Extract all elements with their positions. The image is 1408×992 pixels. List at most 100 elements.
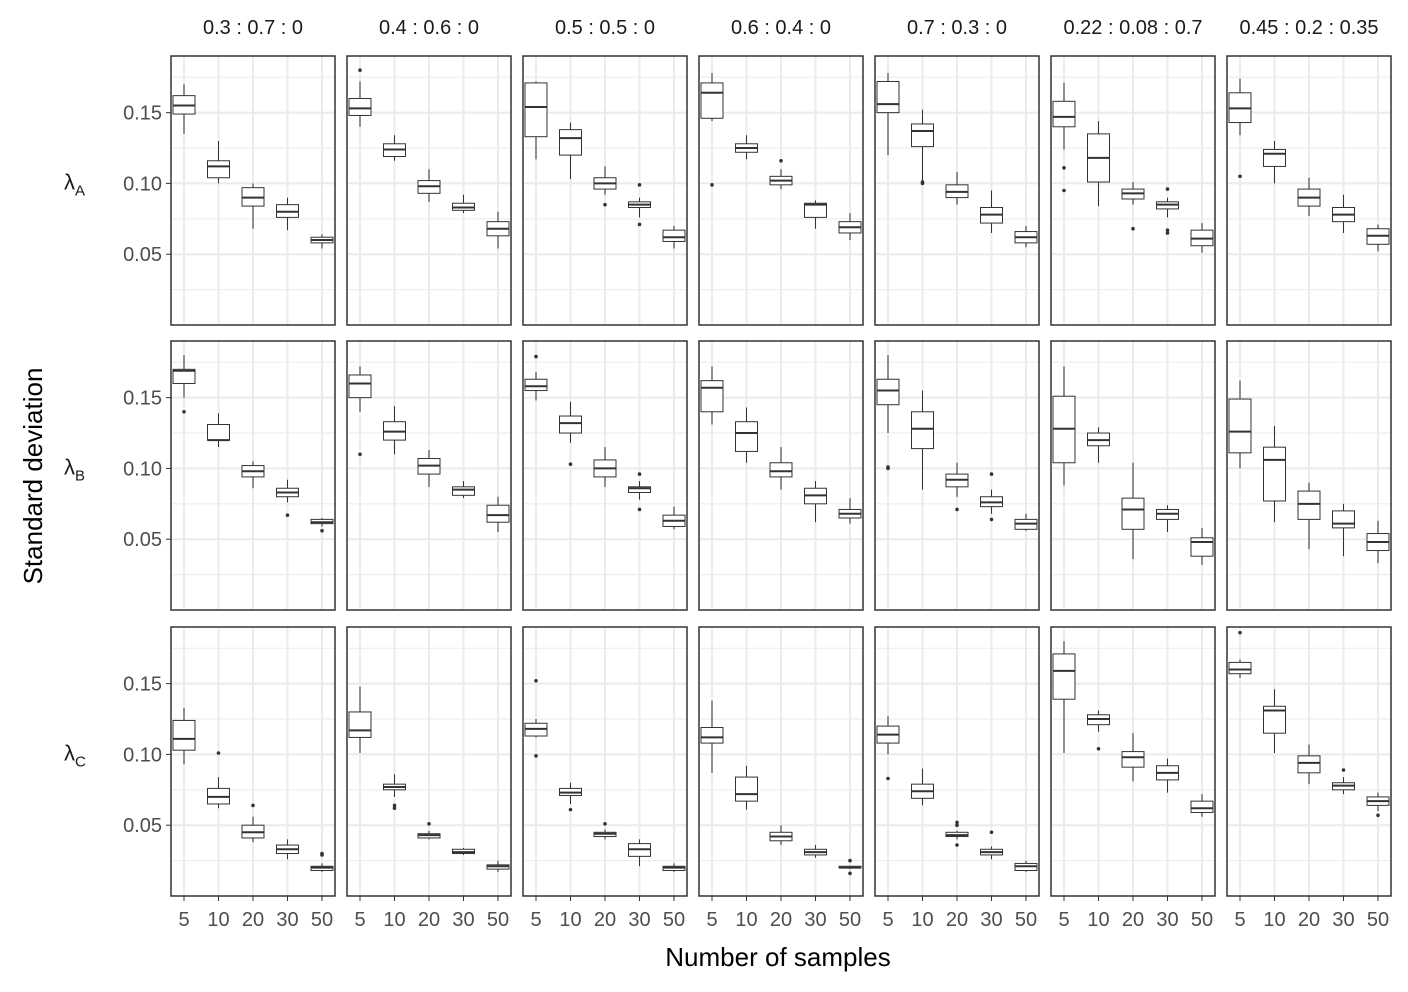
iqr-box xyxy=(662,229,686,242)
box-20 xyxy=(769,158,793,190)
x-tick-label-10: 10 xyxy=(207,909,229,931)
box-30 xyxy=(276,479,299,517)
outlier-point xyxy=(1165,228,1170,232)
x-tick-label-5: 5 xyxy=(354,909,365,931)
y-tick-label-0.10: 0.10 xyxy=(123,458,162,480)
panel-border xyxy=(874,340,1040,611)
box-30 xyxy=(804,845,827,858)
x-tick-label-20: 20 xyxy=(594,909,616,931)
box-50 xyxy=(310,234,334,249)
box-30 xyxy=(1332,194,1355,233)
panel-border xyxy=(522,340,688,611)
outlier-point xyxy=(955,820,959,825)
x-tick-label-5: 5 xyxy=(882,909,893,931)
panel-r3-c3 xyxy=(522,626,688,897)
box-30 xyxy=(628,839,651,867)
y-axis-title: Standard deviation xyxy=(18,368,48,585)
box-30 xyxy=(1156,187,1179,235)
row-label-A: λA xyxy=(64,169,85,199)
box-5 xyxy=(348,366,372,457)
box-50 xyxy=(662,506,686,530)
box-5 xyxy=(876,355,900,471)
box-20 xyxy=(1121,182,1145,231)
box-5 xyxy=(348,686,372,754)
box-20 xyxy=(417,821,441,840)
box-30 xyxy=(452,847,475,855)
y-tick-label-0.15: 0.15 xyxy=(123,674,162,696)
box-30 xyxy=(980,472,1003,522)
panel-border xyxy=(698,55,864,326)
panel-border xyxy=(522,55,688,326)
box-20 xyxy=(241,461,265,489)
outlier-point xyxy=(886,465,890,469)
box-10 xyxy=(559,401,582,466)
box-50 xyxy=(838,858,862,876)
iqr-box xyxy=(172,368,196,384)
iqr-box xyxy=(348,97,372,116)
x-tick-label-50: 50 xyxy=(487,909,509,931)
panel-border xyxy=(1050,55,1216,326)
box-20 xyxy=(1297,482,1321,550)
y-tick-label-0.15: 0.15 xyxy=(123,388,162,410)
x-tick-label-50: 50 xyxy=(663,909,685,931)
box-10 xyxy=(1087,427,1110,463)
iqr-box xyxy=(1228,661,1252,675)
box-20 xyxy=(417,169,441,202)
iqr-box xyxy=(207,160,230,179)
panel-r3-c6 xyxy=(1050,626,1216,897)
panel-border xyxy=(170,340,336,611)
box-5 xyxy=(1052,641,1076,754)
iqr-box xyxy=(911,123,934,148)
x-tick-label-10: 10 xyxy=(911,909,933,931)
panel-r3-c4 xyxy=(698,626,864,897)
iqr-box xyxy=(172,719,196,751)
outlier-point xyxy=(989,830,994,835)
x-tick-label-50: 50 xyxy=(311,909,333,931)
iqr-box xyxy=(876,80,900,114)
iqr-box xyxy=(769,462,793,478)
box-10 xyxy=(911,109,934,186)
box-10 xyxy=(383,406,406,455)
outlier-point xyxy=(392,806,397,811)
y-tick-label-0.05: 0.05 xyxy=(123,529,162,551)
box-10 xyxy=(207,413,230,448)
outlier-point xyxy=(358,68,362,72)
x-tick-label-5: 5 xyxy=(706,909,717,931)
box-10 xyxy=(911,768,934,806)
x-tick-label-10: 10 xyxy=(559,909,581,931)
box-30 xyxy=(276,839,299,860)
y-tick-label-0.10: 0.10 xyxy=(123,744,162,766)
x-tick-label-50: 50 xyxy=(1015,909,1037,931)
outlier-point xyxy=(637,222,642,227)
iqr-box xyxy=(700,727,724,744)
iqr-box xyxy=(348,711,372,738)
iqr-box xyxy=(207,424,230,441)
panel-r2-c4 xyxy=(698,340,864,611)
iqr-box xyxy=(911,411,934,450)
box-20 xyxy=(1121,733,1145,782)
x-tick-label-5: 5 xyxy=(1234,909,1245,931)
iqr-box xyxy=(1190,537,1214,557)
box-50 xyxy=(486,860,510,872)
iqr-box xyxy=(1263,446,1286,502)
box-5 xyxy=(700,700,724,773)
outlier-point xyxy=(989,517,994,522)
box-50 xyxy=(838,498,862,524)
box-5 xyxy=(700,366,724,425)
panel-r1-c4 xyxy=(698,55,864,326)
iqr-box xyxy=(1052,653,1076,700)
x-tick-label-30: 30 xyxy=(1156,909,1178,931)
box-5 xyxy=(876,72,900,156)
x-tick-label-30: 30 xyxy=(804,909,826,931)
x-tick-label-50: 50 xyxy=(839,909,861,931)
panel-r2-c6 xyxy=(1050,340,1216,611)
box-50 xyxy=(1366,520,1390,564)
outlier-point xyxy=(848,871,852,876)
box-10 xyxy=(1263,425,1286,523)
box-5 xyxy=(1228,78,1252,179)
box-30 xyxy=(1156,758,1179,793)
panel-r1-c7 xyxy=(1226,55,1392,326)
box-5 xyxy=(1052,82,1076,193)
box-50 xyxy=(1014,225,1038,248)
